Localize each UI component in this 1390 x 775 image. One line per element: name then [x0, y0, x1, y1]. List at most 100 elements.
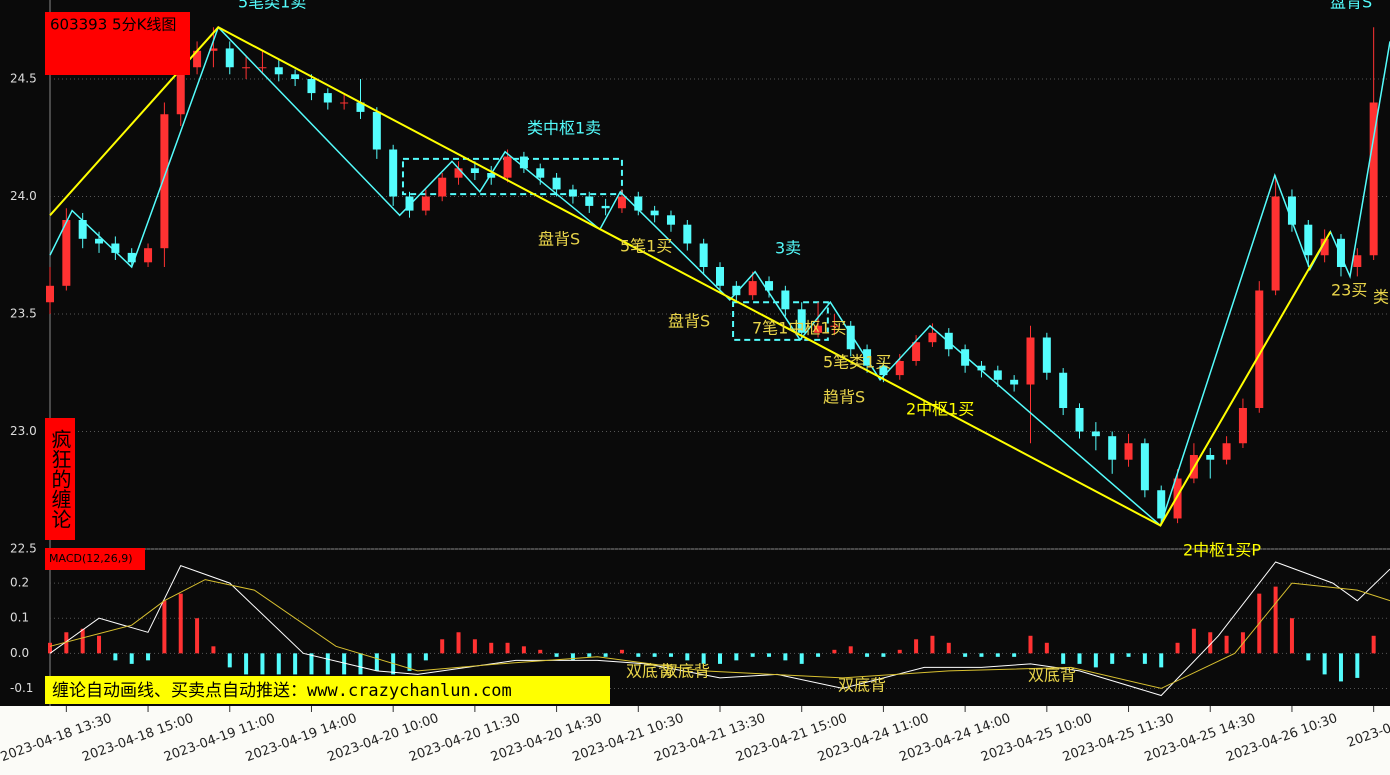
candle-body	[895, 361, 904, 376]
macd-bar	[636, 653, 641, 657]
macd-bar	[1012, 653, 1017, 657]
macd-bar	[554, 653, 559, 657]
candle-body	[748, 281, 757, 296]
macd-bar	[1289, 618, 1294, 654]
annotation: 类中枢1卖	[527, 119, 601, 138]
candle-body	[62, 220, 71, 286]
macd-bar	[309, 653, 314, 675]
macd-bar	[897, 649, 902, 654]
annotation: 双底背	[662, 662, 710, 681]
macd-bar	[113, 653, 118, 661]
macd-bar	[930, 635, 935, 654]
candle-body	[1238, 408, 1247, 444]
candle-body	[1059, 372, 1068, 408]
candle-body	[111, 243, 120, 253]
macd-bar	[603, 653, 608, 657]
candle-body	[1206, 455, 1215, 460]
candle-body	[977, 365, 986, 371]
y-tick-label: 0.2	[10, 576, 29, 590]
macd-bar	[1322, 653, 1327, 675]
candle-body	[536, 168, 545, 178]
candle-body	[585, 196, 594, 206]
candle-body	[1336, 238, 1345, 267]
macd-bar	[521, 646, 526, 654]
candle-body	[814, 325, 823, 333]
macd-bar	[848, 646, 853, 654]
candle-body	[552, 177, 561, 190]
macd-bar	[97, 635, 102, 654]
macd-bar	[734, 653, 739, 661]
macd-bar	[1191, 628, 1196, 654]
macd-bar	[244, 653, 249, 675]
candle-body	[356, 102, 365, 112]
candle-body	[1304, 224, 1313, 256]
macd-bar	[1159, 653, 1164, 668]
banner-box	[45, 676, 610, 704]
macd-bar	[162, 600, 167, 654]
macd-bar	[146, 653, 151, 661]
macd-bar	[1077, 653, 1082, 664]
y-tick-label: 24.5	[10, 72, 37, 86]
candle-body	[95, 238, 104, 244]
y-tick-label: 23.0	[10, 424, 37, 438]
candle-body	[830, 325, 839, 327]
macd-bar	[1028, 635, 1033, 654]
macd-bar	[293, 653, 298, 675]
macd-bar	[456, 632, 461, 654]
macd-bar	[1371, 635, 1376, 654]
candle-body	[683, 224, 692, 244]
x-axis-area	[0, 706, 1390, 775]
candle-body	[601, 205, 610, 209]
candle-body	[176, 67, 185, 115]
candle-body	[1320, 238, 1329, 256]
candle-body	[797, 309, 806, 333]
macd-bar	[865, 653, 870, 657]
candle-body	[699, 243, 708, 267]
macd-bar	[129, 653, 134, 664]
macd-bar	[587, 653, 592, 657]
macd-bar	[701, 653, 706, 664]
macd-bar	[767, 653, 772, 657]
macd-bar	[195, 618, 200, 654]
y-tick-label: 0.0	[10, 646, 29, 660]
candle-body	[209, 48, 218, 51]
candle-body	[307, 79, 316, 94]
candle-body	[78, 220, 87, 239]
macd-bar	[48, 642, 52, 654]
candle-body	[993, 370, 1002, 380]
macd-bar	[668, 653, 673, 657]
macd-bar	[64, 632, 69, 654]
candle-body	[405, 196, 414, 211]
macd-bar	[423, 653, 428, 661]
candle-body	[944, 332, 953, 350]
candle-body	[389, 149, 398, 197]
candle-body	[454, 168, 463, 178]
macd-bar	[489, 642, 494, 654]
candle-body	[421, 196, 430, 211]
stroke-line	[49, 25, 1390, 527]
macd-bar	[1208, 632, 1213, 654]
candle-body	[765, 281, 774, 291]
macd-bar	[914, 639, 919, 654]
annotation: 双底背	[838, 676, 886, 695]
side-label: 疯狂的缠论	[45, 418, 75, 540]
macd-bar	[1175, 642, 1180, 654]
macd-title: MACD(12,26,9)	[49, 552, 133, 565]
candle-body	[879, 365, 888, 376]
candle-body	[716, 267, 724, 286]
candle-body	[487, 173, 496, 178]
candle-body	[144, 248, 153, 263]
macd-bar	[816, 653, 821, 657]
annotation: 23买	[1331, 281, 1367, 300]
macd-bar	[440, 639, 445, 654]
macd-bar	[946, 642, 951, 654]
macd-bar	[1093, 653, 1098, 668]
macd-bar	[1306, 653, 1311, 661]
title-box	[45, 12, 190, 75]
macd-bar	[80, 628, 85, 654]
annotation: 5笔1买	[620, 237, 672, 256]
annotation: 盘背S	[538, 230, 580, 249]
y-tick-label: 0.1	[10, 611, 29, 625]
candle-body	[846, 325, 855, 350]
candle-body	[1124, 443, 1133, 460]
